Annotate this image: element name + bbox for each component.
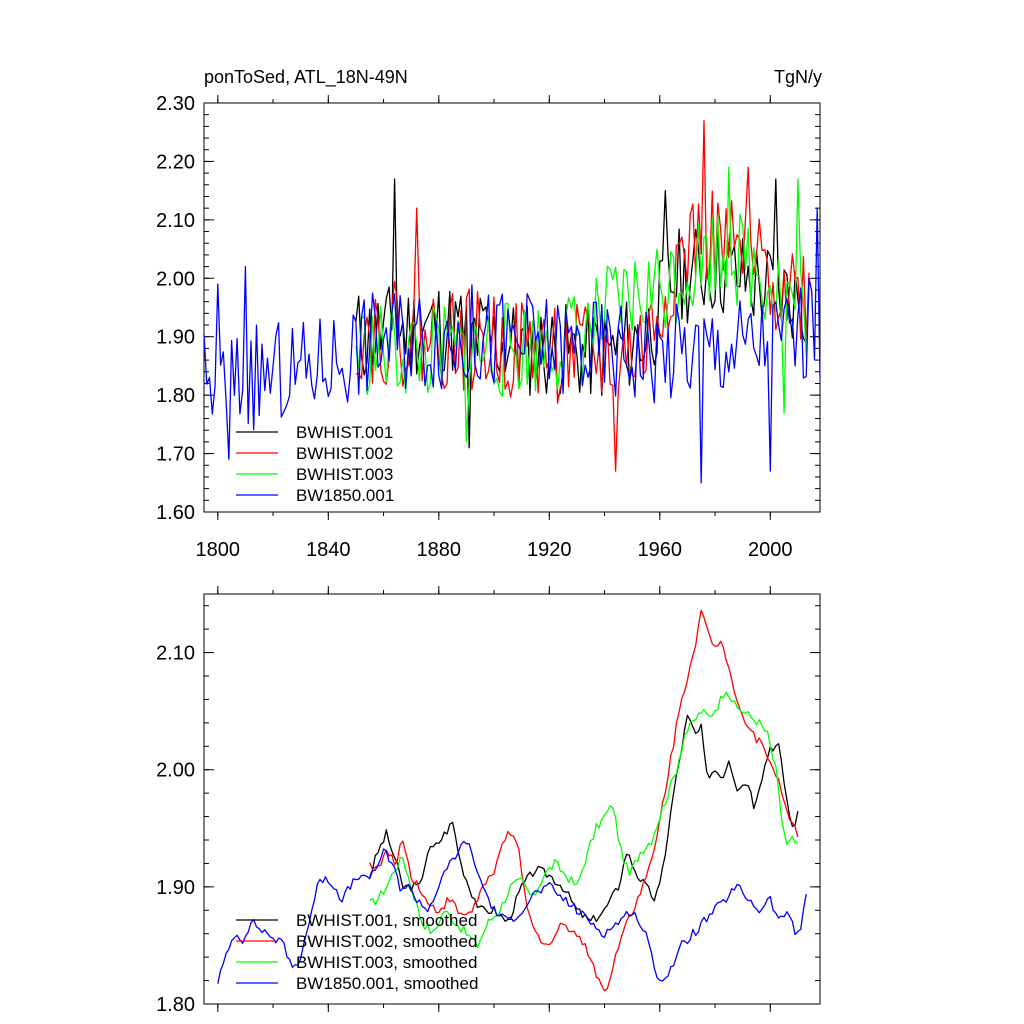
y-tick-label: 1.90 <box>156 877 195 899</box>
series-line-bwhist-002 <box>369 609 799 992</box>
legend-label: BW1850.001 <box>296 486 394 505</box>
y-tick-label: 2.10 <box>156 210 195 232</box>
y-tick-label: 1.90 <box>156 327 195 349</box>
series-line-bw1850-001 <box>217 840 807 984</box>
series-line-bwhist-003 <box>355 166 810 443</box>
y-tick-label: 2.20 <box>156 151 195 173</box>
series-line-bw1850-001 <box>203 207 821 484</box>
y-tick-label: 2.30 <box>156 93 195 115</box>
y-tick-label: 2.10 <box>156 643 195 665</box>
chart-title: ponToSed, ATL_18N-49N <box>204 67 408 88</box>
chart-units: TgN/y <box>774 67 822 87</box>
series-line-bwhist-003 <box>369 691 799 949</box>
legend-label: BWHIST.003, smoothed <box>296 953 477 972</box>
x-tick-label: 1880 <box>417 539 462 561</box>
legend-label: BWHIST.001, smoothed <box>296 911 477 930</box>
y-tick-label: 1.80 <box>156 994 195 1016</box>
top-panel: 1.60 1.70 1.80 1.90 2.00 2.10 2.20 2.30 1800 1840… <box>156 93 821 561</box>
legend-label: BWHIST.003 <box>296 465 393 484</box>
y-tick-label: 1.80 <box>156 385 195 407</box>
y-tick-label: 2.00 <box>156 760 195 782</box>
series-line-bwhist-001 <box>355 178 810 449</box>
legend-label: BWHIST.002 <box>296 444 393 463</box>
series-line-bwhist-002 <box>355 119 810 472</box>
x-tick-label: 1800 <box>196 539 241 561</box>
x-tick-label: 1840 <box>306 539 351 561</box>
legend-label: BWHIST.001 <box>296 423 393 442</box>
legend-label: BW1850.001, smoothed <box>296 974 478 993</box>
legend-label: BWHIST.002, smoothed <box>296 932 477 951</box>
plot-frame <box>203 593 821 1005</box>
x-tick-label: 2000 <box>748 539 793 561</box>
x-tick-label: 1960 <box>638 539 683 561</box>
x-tick-label: 1920 <box>527 539 572 561</box>
y-tick-label: 1.60 <box>156 502 195 524</box>
y-tick-label: 1.70 <box>156 444 195 466</box>
plot-frame <box>203 102 821 513</box>
series-line-bwhist-001 <box>369 714 799 923</box>
bottom-panel: 1.80 1.90 2.00 2.10 BWHIST.001, smoothed BWHI… <box>156 586 821 1016</box>
y-tick-label: 2.00 <box>156 268 195 290</box>
